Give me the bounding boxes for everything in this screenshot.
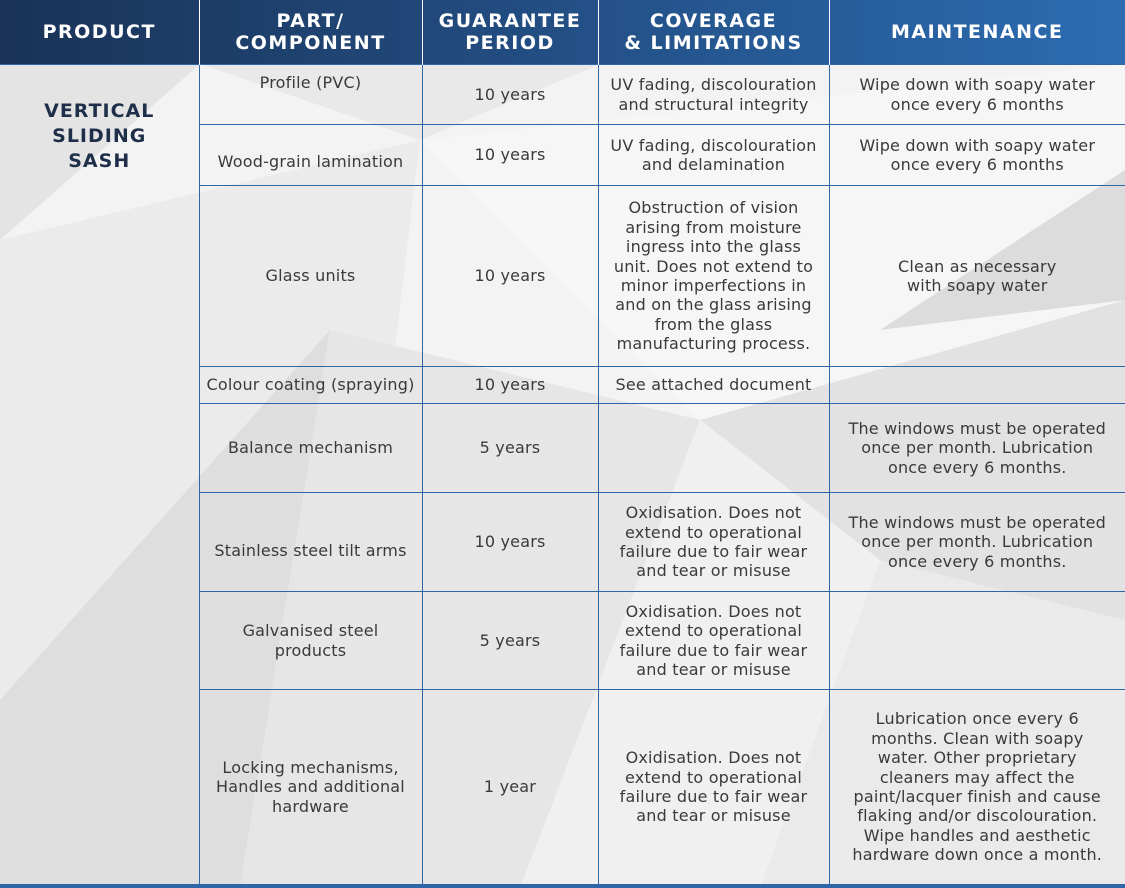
coverage-cell: Obstruction of vision arising from moist… <box>597 185 830 367</box>
maintenance-cell <box>828 591 1125 690</box>
maintenance-cell: The windows must be operated once per mo… <box>828 403 1125 493</box>
maintenance-cell: Lubrication once every 6 months. Clean w… <box>828 689 1125 885</box>
header-product: PRODUCT <box>0 0 200 65</box>
period-cell: 10 years <box>421 366 599 404</box>
period-cell: 10 years <box>421 492 599 592</box>
table-row: Galvanised steel products 5 years Oxidis… <box>0 591 1125 690</box>
coverage-cell: Oxidisation. Does not extend to operatio… <box>597 591 830 690</box>
part-cell: Locking mechanisms, Handles and addition… <box>198 689 423 885</box>
part-cell: Wood-grain lamination <box>198 124 423 186</box>
part-cell: Stainless steel tilt arms <box>198 492 423 592</box>
table-row: Colour coating (spraying) 10 years See a… <box>0 366 1125 404</box>
coverage-cell: UV fading, discolouration and structural… <box>597 64 830 125</box>
part-cell: Profile (PVC) <box>198 64 423 125</box>
maintenance-cell: Clean as necessary with soapy water <box>828 185 1125 367</box>
table-row: VERTICAL SLIDING SASH Profile (PVC) 10 y… <box>0 64 1125 885</box>
table-row: Glass units 10 years Obstruction of visi… <box>0 185 1125 367</box>
table-row: Balance mechanism 5 years The windows mu… <box>0 403 1125 493</box>
period-cell: 5 years <box>421 403 599 493</box>
coverage-cell: Oxidisation. Does not extend to operatio… <box>597 689 830 885</box>
period-cell: 10 years <box>421 124 599 186</box>
period-cell: 1 year <box>421 689 599 885</box>
header-guarantee-period: GUARANTEE PERIOD <box>421 0 599 65</box>
header-part-component: PART/ COMPONENT <box>198 0 423 65</box>
table-row: Locking mechanisms, Handles and addition… <box>0 689 1125 885</box>
maintenance-cell: Wipe down with soapy water once every 6 … <box>828 124 1125 186</box>
header-maintenance: MAINTENANCE <box>828 0 1125 65</box>
part-cell: Galvanised steel products <box>198 591 423 690</box>
coverage-cell: See attached document <box>597 366 830 404</box>
period-cell: 10 years <box>421 185 599 367</box>
part-cell: Glass units <box>198 185 423 367</box>
part-cell: Balance mechanism <box>198 403 423 493</box>
period-cell: 10 years <box>421 64 599 125</box>
period-cell: 5 years <box>421 591 599 690</box>
header-coverage-limitations: COVERAGE & LIMITATIONS <box>597 0 830 65</box>
coverage-cell <box>597 403 830 493</box>
maintenance-cell: The windows must be operated once per mo… <box>828 492 1125 592</box>
coverage-cell: UV fading, discolouration and delaminati… <box>597 124 830 186</box>
table-header-row: PRODUCT PART/ COMPONENT GUARANTEE PERIOD… <box>0 0 1125 65</box>
maintenance-cell: Wipe down with soapy water once every 6 … <box>828 64 1125 125</box>
table-row: Wood-grain lamination 10 years UV fading… <box>0 124 1125 186</box>
table-bottom-border <box>0 885 1125 888</box>
part-cell: Colour coating (spraying) <box>198 366 423 404</box>
coverage-cell: Oxidisation. Does not extend to operatio… <box>597 492 830 592</box>
maintenance-cell <box>828 366 1125 404</box>
table-row: Stainless steel tilt arms 10 years Oxidi… <box>0 492 1125 592</box>
product-name-cell: VERTICAL SLIDING SASH <box>0 64 200 885</box>
